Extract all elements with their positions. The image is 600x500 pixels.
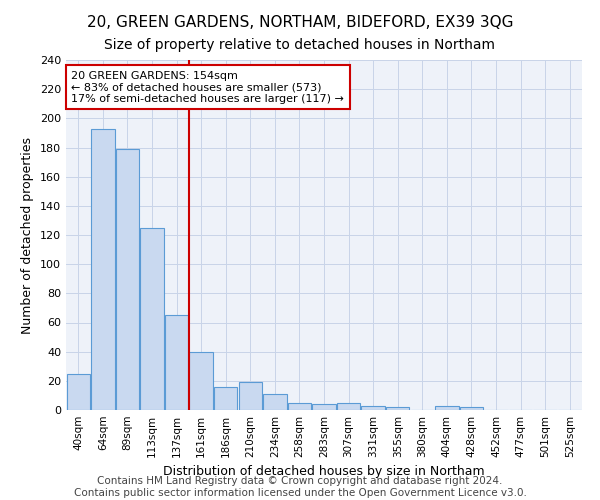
Bar bbox=[116, 149, 139, 410]
Bar bbox=[435, 406, 458, 410]
Bar bbox=[361, 406, 385, 410]
X-axis label: Distribution of detached houses by size in Northam: Distribution of detached houses by size … bbox=[163, 466, 485, 478]
Text: Contains HM Land Registry data © Crown copyright and database right 2024.
Contai: Contains HM Land Registry data © Crown c… bbox=[74, 476, 526, 498]
Bar bbox=[337, 402, 360, 410]
Bar bbox=[91, 128, 115, 410]
Bar bbox=[190, 352, 213, 410]
Bar bbox=[288, 402, 311, 410]
Bar bbox=[239, 382, 262, 410]
Bar bbox=[263, 394, 287, 410]
Text: 20, GREEN GARDENS, NORTHAM, BIDEFORD, EX39 3QG: 20, GREEN GARDENS, NORTHAM, BIDEFORD, EX… bbox=[87, 15, 513, 30]
Text: Size of property relative to detached houses in Northam: Size of property relative to detached ho… bbox=[104, 38, 496, 52]
Bar bbox=[460, 407, 483, 410]
Bar bbox=[67, 374, 90, 410]
Bar bbox=[165, 315, 188, 410]
Bar bbox=[140, 228, 164, 410]
Y-axis label: Number of detached properties: Number of detached properties bbox=[22, 136, 34, 334]
Bar bbox=[313, 404, 335, 410]
Text: 20 GREEN GARDENS: 154sqm
← 83% of detached houses are smaller (573)
17% of semi-: 20 GREEN GARDENS: 154sqm ← 83% of detach… bbox=[71, 70, 344, 104]
Bar bbox=[386, 407, 409, 410]
Bar bbox=[214, 386, 238, 410]
